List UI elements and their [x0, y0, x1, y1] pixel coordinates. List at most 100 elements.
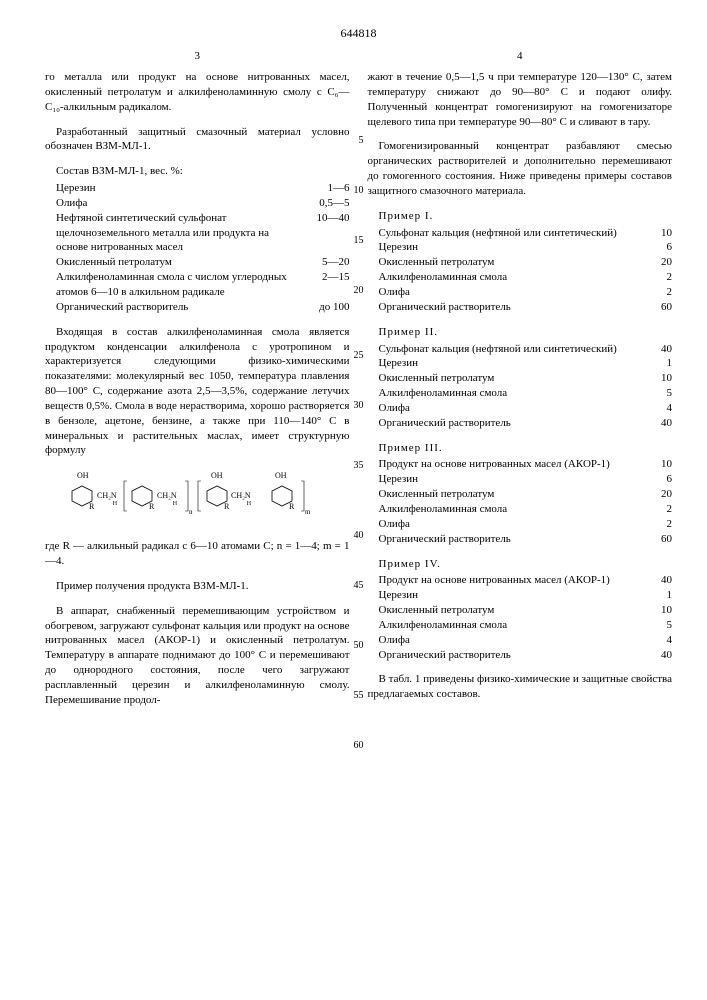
example-value: 10 — [627, 226, 672, 241]
example-label: Органический растворитель — [379, 532, 628, 547]
formula-svg: OHR CH₂NH R CH₂NH n OHR CH₂NH — [57, 466, 337, 526]
line-number: 45 — [354, 579, 364, 593]
example-value: 5 — [627, 386, 672, 401]
homogenization-paragraph: Гомогенизированный концентрат разбавляют… — [368, 139, 673, 198]
composition-row: Органический растворительдо 100 — [56, 300, 350, 315]
example-row: Алкилфеноламинная смола2 — [379, 270, 673, 285]
example-title: Пример IV. — [368, 557, 673, 572]
example-label: Продукт на основе нитрованных масел (АКО… — [379, 573, 628, 588]
example-title: Пример II. — [368, 325, 673, 340]
example-row: Церезин1 — [379, 356, 673, 371]
composition-value: 2—15 — [305, 270, 350, 300]
composition-value: 10—40 — [305, 211, 350, 256]
example-row: Продукт на основе нитрованных масел (АКО… — [379, 573, 673, 588]
example-row: Церезин6 — [379, 240, 673, 255]
svg-text:CH₂NH: CH₂NH — [231, 491, 252, 507]
chemical-formula: OHR CH₂NH R CH₂NH n OHR CH₂NH — [45, 466, 350, 531]
example-row: Органический растворитель40 — [379, 648, 673, 663]
example-table: Сульфонат кальция (нефтяной или синтетич… — [379, 342, 673, 431]
svg-text:R: R — [289, 502, 295, 511]
composition-row: Окисленный петролатум5—20 — [56, 255, 350, 270]
example-value: 20 — [627, 255, 672, 270]
intro-paragraph-2: Разработанный защитный смазочный материа… — [45, 125, 350, 155]
composition-label: Органический растворитель — [56, 300, 305, 315]
line-number: 25 — [354, 349, 364, 363]
example-value: 4 — [627, 633, 672, 648]
svg-text:OH: OH — [275, 471, 287, 480]
example-value: 6 — [627, 472, 672, 487]
svg-text:CH₂NH: CH₂NH — [97, 491, 118, 507]
svg-text:n: n — [189, 508, 193, 516]
example-row: Органический растворитель60 — [379, 300, 673, 315]
example-label: Сульфонат кальция (нефтяной или синтетич… — [379, 226, 628, 241]
resin-paragraph: Входящая в состав алкилфеноламинная смол… — [45, 325, 350, 459]
composition-label: Нефтяной синтетический сульфонат щелочно… — [56, 211, 305, 256]
right-column-number: 4 — [368, 49, 673, 64]
line-number: 35 — [354, 459, 364, 473]
composition-value: до 100 — [305, 300, 350, 315]
example-value: 2 — [627, 270, 672, 285]
example-value: 1 — [627, 588, 672, 603]
example-row: Церезин1 — [379, 588, 673, 603]
examples-container: Пример I. Сульфонат кальция (нефтяной или… — [368, 209, 673, 663]
two-column-layout: 3 го металла или продукт на основе нитро… — [45, 49, 672, 709]
line-number: 20 — [354, 284, 364, 298]
composition-row: Олифа0,5—5 — [56, 196, 350, 211]
line-number: 10 — [354, 184, 364, 198]
example-row: Продукт на основе нитрованных масел (АКО… — [379, 457, 673, 472]
composition-title: Состав ВЗМ-МЛ-1, вес. %: — [45, 164, 350, 179]
example-title: Пример III. — [368, 441, 673, 456]
example-row: Церезин6 — [379, 472, 673, 487]
example-label: Окисленный петролатум — [379, 371, 628, 386]
example-label: Олифа — [379, 633, 628, 648]
document-number: 644818 — [45, 25, 672, 41]
example-label: Церезин — [379, 472, 628, 487]
example-row: Алкилфеноламинная смола5 — [379, 618, 673, 633]
example-value: 2 — [627, 285, 672, 300]
composition-label: Церезин — [56, 181, 305, 196]
example-table: Продукт на основе нитрованных масел (АКО… — [379, 457, 673, 546]
left-column: 3 го металла или продукт на основе нитро… — [45, 49, 350, 709]
example-label: Алкилфеноламинная смола — [379, 502, 628, 517]
composition-row: Церезин1—6 — [56, 181, 350, 196]
example-label: Органический растворитель — [379, 300, 628, 315]
example-row: Олифа4 — [379, 401, 673, 416]
example-value: 10 — [627, 371, 672, 386]
example-value: 40 — [627, 342, 672, 357]
example-value: 2 — [627, 502, 672, 517]
formula-note: где R — алкильный радикал с 6—10 атомами… — [45, 539, 350, 569]
example-label: Олифа — [379, 517, 628, 532]
example-row: Сульфонат кальция (нефтяной или синтетич… — [379, 342, 673, 357]
preparation-paragraph: В аппарат, снабженный перемешивающим уст… — [45, 604, 350, 708]
composition-value: 1—6 — [305, 181, 350, 196]
composition-label: Окисленный петролатум — [56, 255, 305, 270]
example-table: Продукт на основе нитрованных масел (АКО… — [379, 573, 673, 662]
example-value: 10 — [627, 457, 672, 472]
example-row: Сульфонат кальция (нефтяной или синтетич… — [379, 226, 673, 241]
svg-text:R: R — [149, 502, 155, 511]
intro-paragraph-1: го металла или продукт на основе нитрова… — [45, 70, 350, 115]
svg-text:R: R — [224, 502, 230, 511]
example-row: Алкилфеноламинная смола5 — [379, 386, 673, 401]
example-value: 40 — [627, 648, 672, 663]
example-value: 60 — [627, 532, 672, 547]
example-row: Олифа4 — [379, 633, 673, 648]
example-value: 40 — [627, 573, 672, 588]
example-row: Окисленный петролатум20 — [379, 487, 673, 502]
svg-text:OH: OH — [211, 471, 223, 480]
line-number: 55 — [354, 689, 364, 703]
example-row: Алкилфеноламинная смола2 — [379, 502, 673, 517]
example-label: Алкилфеноламинная смола — [379, 270, 628, 285]
example-row: Окисленный петролатум20 — [379, 255, 673, 270]
example-value: 10 — [627, 603, 672, 618]
line-number: 40 — [354, 529, 364, 543]
example-row: Окисленный петролатум10 — [379, 603, 673, 618]
composition-label: Алкилфеноламинная смола с числом углерод… — [56, 270, 305, 300]
composition-row: Алкилфеноламинная смола с числом углерод… — [56, 270, 350, 300]
example-title: Пример I. — [368, 209, 673, 224]
right-column: 4 жают в течение 0,5—1,5 ч при температу… — [368, 49, 673, 709]
composition-value: 0,5—5 — [305, 196, 350, 211]
example-value: 4 — [627, 401, 672, 416]
example-row: Органический растворитель40 — [379, 416, 673, 431]
example-value: 60 — [627, 300, 672, 315]
